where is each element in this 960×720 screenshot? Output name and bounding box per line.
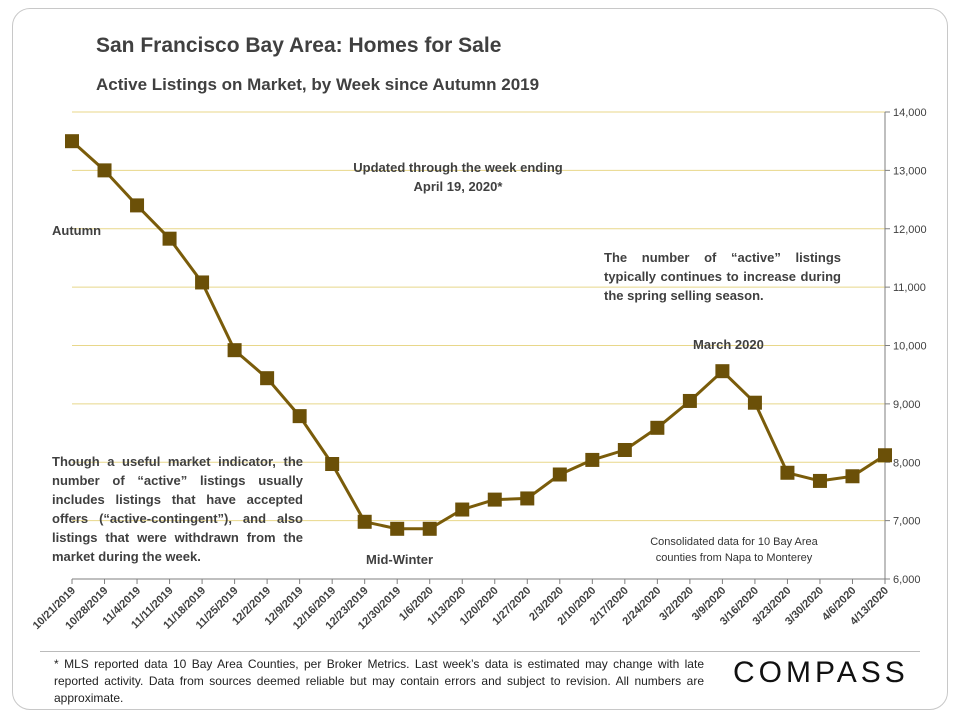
- data-point: [878, 448, 892, 463]
- y-tick-label: 11,000: [893, 282, 926, 294]
- footnote: * MLS reported data 10 Bay Area Counties…: [54, 657, 704, 705]
- x-tick-label: 3/2/2020: [657, 585, 696, 624]
- data-point: [812, 473, 827, 488]
- compass-logo: COMPASS: [733, 656, 909, 689]
- march-label: March 2020: [693, 337, 764, 352]
- data-point: [520, 491, 535, 506]
- spring-note: The number of “active” listings typicall…: [604, 250, 841, 303]
- data-point: [162, 231, 177, 246]
- data-point: [585, 452, 600, 467]
- indicator-note: Though a useful market indicator, the nu…: [52, 454, 303, 564]
- y-tick-label: 7,000: [893, 516, 921, 528]
- data-point: [195, 275, 210, 290]
- series-markers: [65, 134, 892, 536]
- y-tick-label: 13,000: [893, 165, 927, 177]
- midwinter-label: Mid-Winter: [366, 552, 434, 567]
- chart-subtitle: Active Listings on Market, by Week since…: [96, 75, 540, 94]
- data-point: [65, 134, 79, 149]
- y-tick-label: 8,000: [893, 457, 921, 469]
- data-point: [97, 163, 112, 178]
- data-point: [552, 467, 567, 482]
- chart-card: [12, 8, 948, 710]
- data-point: [845, 469, 860, 484]
- y-tick-label: 10,000: [893, 341, 927, 353]
- chart-title: San Francisco Bay Area: Homes for Sale: [96, 34, 502, 57]
- y-tick-label: 12,000: [893, 224, 927, 236]
- data-point: [780, 465, 795, 480]
- y-tick-label: 9,000: [893, 399, 921, 411]
- data-point: [682, 393, 697, 408]
- data-point: [422, 521, 437, 536]
- data-point: [617, 442, 632, 457]
- y-tick-label: 14,000: [893, 107, 927, 119]
- data-point: [747, 395, 762, 410]
- data-point: [292, 409, 307, 424]
- x-axis: 10/21/201910/28/201911/4/201911/11/20191…: [31, 578, 891, 632]
- data-point: [715, 364, 730, 379]
- updated-note: Updated through the week ending April 19…: [353, 160, 563, 194]
- data-point: [260, 371, 275, 386]
- autumn-label: Autumn: [52, 223, 102, 238]
- data-point: [130, 198, 145, 213]
- data-point: [227, 343, 242, 358]
- y-tick-label: 6,000: [893, 574, 921, 586]
- y-axis: 6,000 7,000 8,000 9,000 10,000 11,000 12,000 13…: [884, 107, 927, 586]
- footer-divider: [40, 651, 920, 652]
- data-point: [357, 514, 372, 529]
- data-point: [487, 492, 502, 507]
- data-point: [650, 420, 665, 435]
- data-point: [390, 521, 405, 536]
- consolidated-note: Consolidated data for 10 Bay Area counti…: [650, 536, 818, 564]
- data-point: [325, 457, 340, 472]
- data-point: [455, 502, 470, 517]
